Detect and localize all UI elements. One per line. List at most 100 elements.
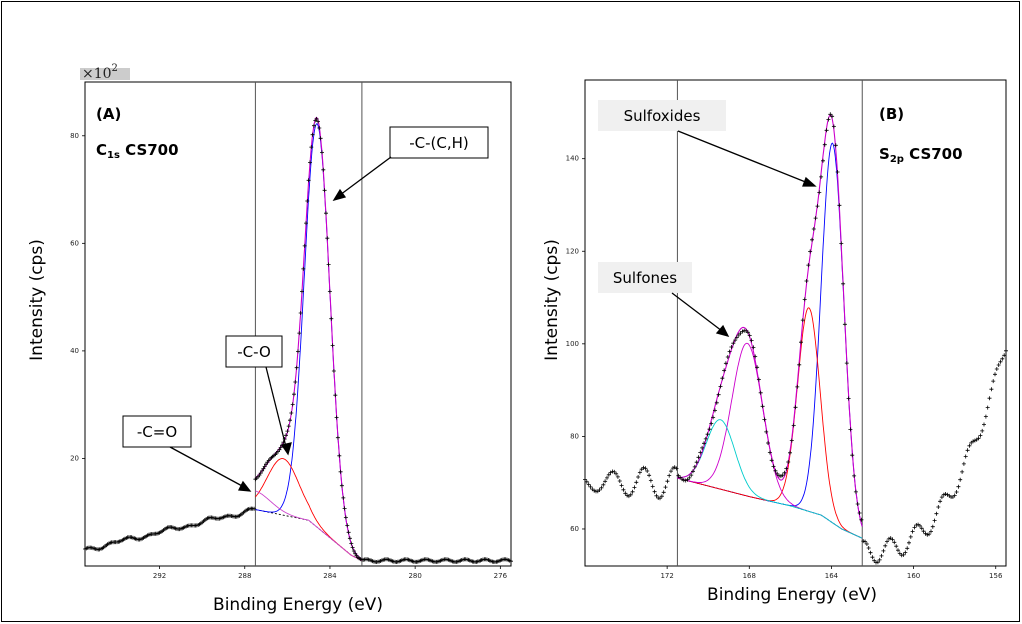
data-point — [306, 178, 311, 183]
data-point — [980, 428, 985, 433]
data-point — [844, 361, 849, 366]
data-point — [636, 475, 641, 479]
component-sulfoxides-2p3-2 — [677, 142, 863, 527]
data-point — [753, 354, 758, 359]
multiplier-badge — [80, 68, 130, 80]
data-point — [890, 537, 895, 542]
data-point — [956, 484, 961, 489]
data-point — [630, 489, 635, 494]
data-point — [767, 450, 772, 455]
data-point — [791, 423, 796, 428]
data-point — [654, 493, 659, 498]
anno-cch: -C-(C,H) — [409, 134, 469, 152]
data-point — [634, 480, 639, 485]
data-point — [658, 496, 662, 501]
data-point — [892, 540, 897, 545]
data-point — [725, 355, 730, 359]
data-point — [965, 448, 970, 453]
data-point — [702, 441, 706, 446]
data-point — [258, 471, 263, 476]
data-point — [588, 484, 593, 489]
data-point — [831, 124, 836, 129]
data-point — [329, 316, 334, 321]
data-point — [284, 433, 288, 438]
data-point — [716, 392, 721, 397]
x-tick-label: 288 — [238, 572, 251, 580]
data-point — [317, 126, 322, 130]
data-point — [304, 221, 308, 226]
data-point — [720, 376, 725, 381]
data-point — [993, 372, 997, 377]
data-point — [652, 489, 657, 494]
data-point — [932, 518, 937, 523]
data-point — [921, 529, 926, 534]
data-point — [810, 237, 814, 242]
panel-b: 172 168 164 160 156 60 80 100 120 140 (B) S2p CS7… — [542, 79, 1008, 605]
data-point — [927, 532, 932, 537]
data-point — [925, 532, 930, 537]
data-point — [842, 322, 847, 327]
data-point — [806, 263, 811, 268]
data-point — [734, 335, 739, 340]
plot-frame-a — [84, 81, 512, 567]
data-point — [614, 471, 619, 476]
data-point — [821, 158, 825, 163]
data-point — [855, 502, 860, 506]
data-point — [339, 483, 344, 488]
data-point — [958, 477, 963, 482]
data-point — [985, 405, 990, 410]
data-point — [676, 473, 681, 478]
data-point — [298, 311, 303, 315]
data-point — [314, 116, 319, 121]
data-point — [628, 492, 633, 497]
data-point — [316, 119, 320, 124]
data-point — [278, 445, 283, 450]
data-point — [617, 479, 622, 483]
x-tick-label: 276 — [494, 572, 508, 580]
data-point — [645, 469, 650, 473]
data-point — [996, 363, 1001, 367]
data-point — [967, 443, 972, 448]
data-point — [764, 429, 769, 434]
data-point — [691, 469, 695, 474]
panel-label-b: (B) — [879, 105, 904, 123]
data-point — [643, 466, 648, 471]
data-point — [811, 227, 816, 231]
data-point — [938, 499, 943, 504]
y-tick-label: 80 — [570, 432, 579, 440]
data-point — [736, 333, 741, 337]
panel-title-b: S2p CS700 — [879, 145, 963, 165]
data-point — [337, 453, 342, 458]
data-point — [670, 466, 675, 471]
data-point — [850, 453, 855, 458]
anno-box-sulfones — [598, 262, 692, 293]
anno-co: -C-O — [237, 343, 271, 361]
data-point — [793, 405, 798, 410]
y-tick-label: 80 — [70, 132, 79, 140]
data-point — [261, 466, 266, 471]
y-tick-label: 20 — [70, 454, 79, 462]
data-point — [788, 450, 792, 455]
data-point — [930, 524, 935, 529]
data-point — [919, 526, 924, 531]
data-point — [826, 117, 831, 122]
data-point — [963, 454, 968, 459]
data-point — [619, 483, 624, 488]
anno-cdo: -C=O — [137, 423, 177, 441]
data-point — [795, 384, 800, 389]
data-point — [799, 340, 803, 345]
data-point — [603, 479, 608, 484]
data-point — [696, 455, 701, 460]
data-point — [824, 128, 829, 133]
data-point — [960, 469, 965, 474]
data-point — [740, 329, 745, 334]
data-point — [661, 490, 666, 495]
data-point — [819, 174, 824, 179]
data-point — [321, 167, 326, 172]
data-point — [663, 485, 668, 490]
data-point — [659, 494, 664, 499]
data-point — [943, 492, 948, 496]
component--c-o — [255, 490, 363, 562]
data-point — [641, 465, 646, 470]
